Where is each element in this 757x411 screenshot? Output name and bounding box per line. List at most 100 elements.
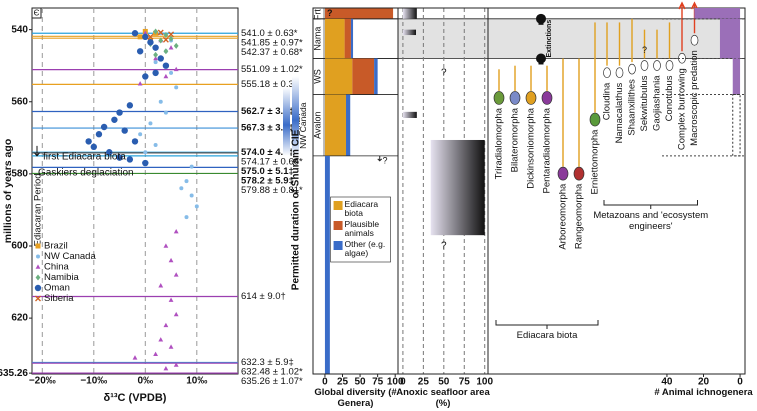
point (173, 272, 179, 277)
point (189, 164, 194, 169)
uncertain-mark: ? (383, 156, 388, 166)
shuram-label: NW Canada (298, 102, 308, 149)
point (148, 121, 153, 126)
panel-frame (487, 7, 746, 375)
x-tick-label: 10‰ (186, 376, 207, 387)
bar (344, 18, 351, 59)
point (152, 69, 159, 77)
point (147, 33, 154, 40)
point (173, 228, 179, 234)
legend-label: China (44, 262, 70, 273)
point (157, 55, 164, 62)
legend-marker (35, 264, 41, 269)
legend-swatch (333, 201, 343, 210)
x-axis-title: Global diversity (# Genera) (314, 387, 397, 409)
point (168, 35, 174, 42)
point (85, 138, 92, 145)
point (142, 33, 149, 41)
plot-frame (31, 7, 239, 375)
bar (324, 18, 345, 59)
date-label: 555.18 ± 0.3* (241, 79, 298, 90)
anoxic-range (430, 139, 485, 236)
x-tick-label: −10‰ (80, 376, 107, 387)
legend-label: Oman (44, 283, 70, 294)
taxon-label: Macroscopic predation (689, 50, 700, 146)
taxon-icon (653, 60, 661, 71)
extinction-icon (536, 13, 546, 24)
legend-marker (35, 274, 41, 281)
taxon-icon (525, 91, 537, 105)
bar (694, 8, 741, 19)
y-tick-label: 600 (11, 241, 28, 252)
point (168, 297, 174, 302)
point (173, 362, 179, 367)
point (153, 60, 158, 65)
bar (374, 58, 378, 95)
x-tick-label: 75 (459, 377, 471, 388)
period-label: Є (34, 9, 40, 18)
extinction-label: Extinctions (546, 20, 553, 58)
uncertain-mark: ? (642, 45, 647, 55)
taxon-label: Rangeomorpha (574, 183, 585, 249)
date-label: 562.7 ± 3.8‡ (241, 106, 294, 117)
point (163, 32, 169, 39)
legend-label-box: Other (e.g. algae) (344, 240, 386, 258)
point (116, 109, 123, 116)
x-tick-label: 20 (698, 377, 710, 388)
y-tick-label: 620 (11, 313, 28, 324)
category-label: WS (312, 69, 322, 84)
point (131, 30, 139, 37)
group-bracket (603, 200, 698, 209)
point (158, 37, 164, 44)
shuram-title: Permitted duration of Shuram CIE (291, 129, 302, 290)
x-tick-label: 0 (400, 377, 406, 388)
date-label: 575.0 ± 5.1‡ (241, 166, 294, 177)
point (106, 149, 113, 156)
x-axis-title-box: # Animal ichnogenera (654, 387, 752, 398)
date-label: 541.0 ± 0.63* (241, 28, 298, 39)
taxon-label: Dickinsoniomorpha (526, 107, 537, 189)
taxon-icon (493, 91, 505, 105)
date-label: 632.3 ± 5.9‡ (241, 357, 294, 368)
point (153, 351, 158, 356)
point (121, 127, 128, 134)
x-tick-label: −20‰ (29, 376, 56, 387)
uncertain-mark: ? (441, 241, 447, 252)
taxon-icon (665, 60, 674, 71)
anoxic-range (402, 8, 417, 19)
point (189, 193, 194, 198)
group-label: Metazoans and 'ecosystem engineers' (593, 210, 709, 232)
category-label: Avalon (312, 112, 322, 139)
legend-label: NW Canada (44, 251, 96, 262)
x-tick-label: 0‰ (138, 376, 154, 387)
bar (732, 58, 741, 95)
point (162, 36, 169, 43)
point (153, 51, 158, 58)
point (142, 159, 149, 167)
bar (719, 18, 741, 59)
bar (324, 155, 330, 374)
legend-swatch (333, 241, 343, 250)
extinction-jaw (538, 21, 544, 25)
taxon-label: Complex burrowing (677, 68, 688, 150)
point (179, 186, 184, 191)
taxon-label: Triradialomorpha (494, 107, 505, 179)
point (137, 81, 143, 86)
taxon-label: Conotubus (664, 75, 675, 121)
legend-marker (36, 254, 40, 259)
point (168, 31, 175, 38)
point (153, 28, 158, 35)
legend-label: Other (e.g. algae) (344, 240, 386, 258)
point (158, 283, 164, 288)
legend-label: Brazil (44, 241, 68, 252)
taxon-label: Erniettomorpha (590, 129, 601, 195)
date-label: 567.3 ± 3.0‡ (241, 123, 294, 134)
bar (350, 18, 354, 59)
taxon-label: Namacalathus (614, 82, 625, 143)
x-axis-title-box: Global diversity (# Genera) (314, 387, 397, 409)
date-label: 579.88 ± 0.81* (241, 185, 303, 196)
taxon-icon (509, 91, 521, 105)
date-label: 541.85 ± 0.97* (241, 37, 303, 48)
legend-label: Ediacara biota (344, 200, 379, 218)
